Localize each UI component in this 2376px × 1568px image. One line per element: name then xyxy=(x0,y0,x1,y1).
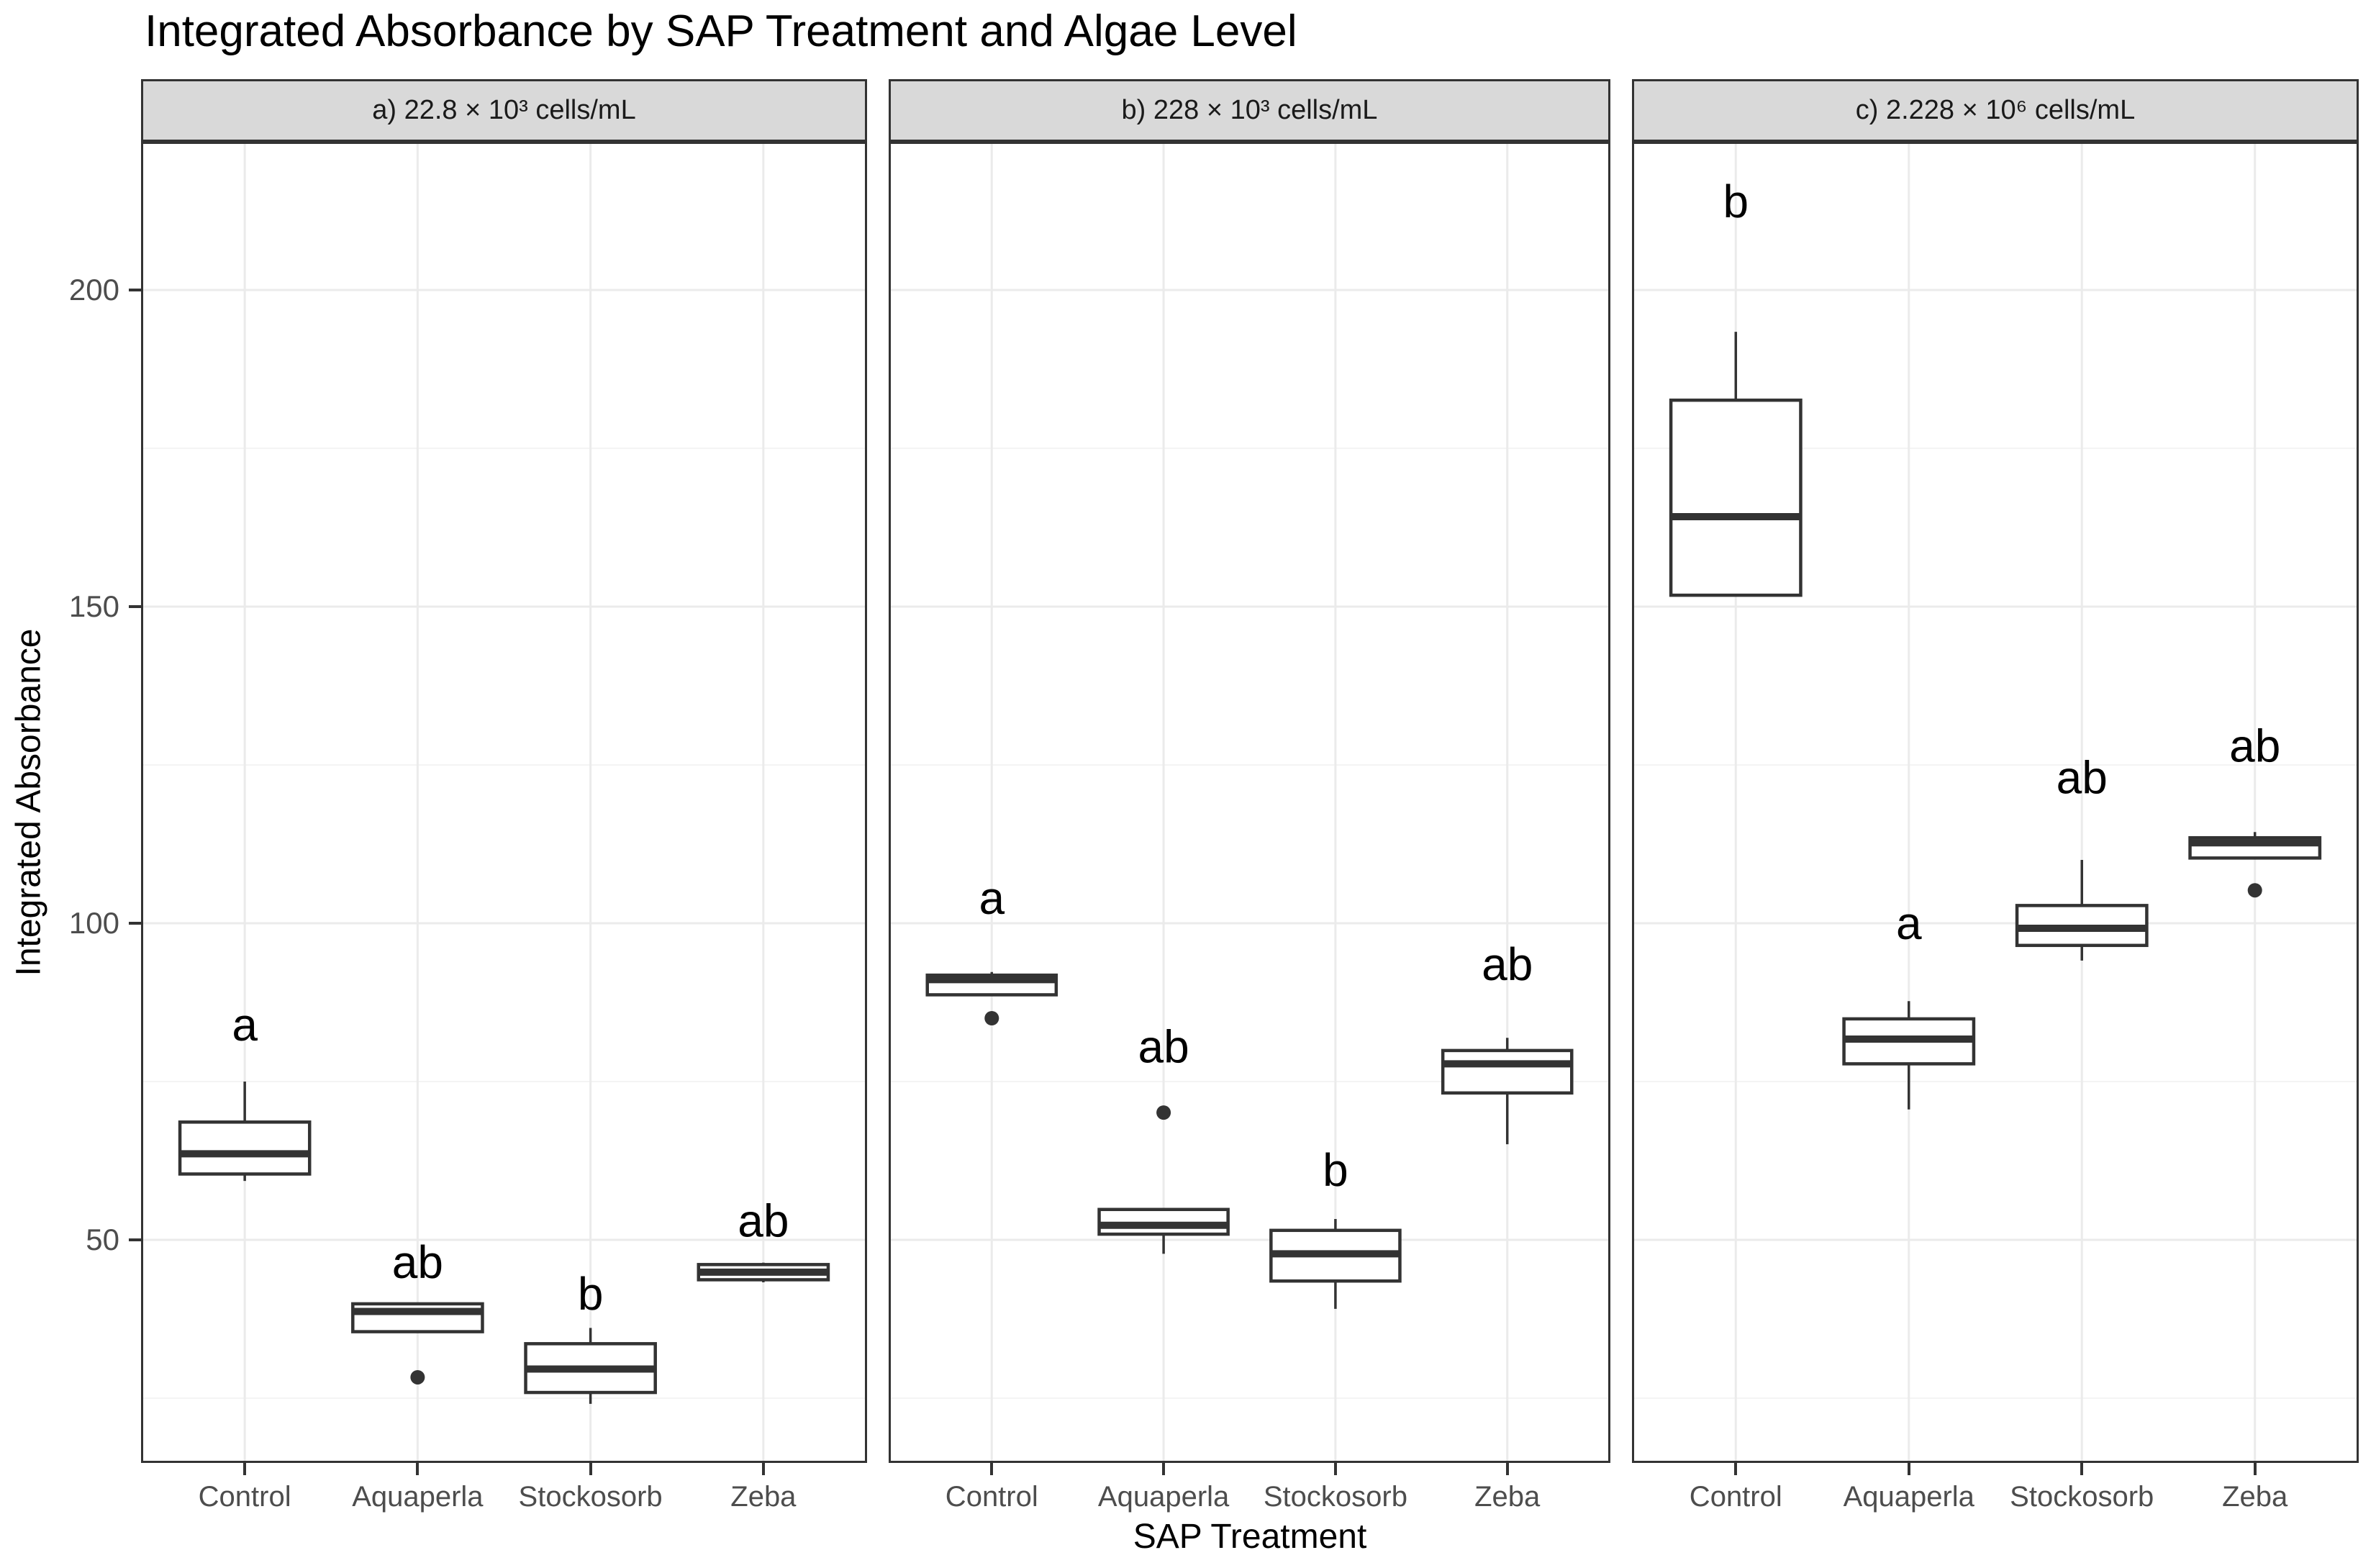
x-axis-title: SAP Treatment xyxy=(1133,1518,1367,1556)
significance-letter: b xyxy=(1723,176,1749,227)
significance-letter: ab xyxy=(1482,938,1533,990)
facet-panel: a ab b ab xyxy=(889,142,1610,1463)
boxplot-stockosorb: b xyxy=(524,1268,657,1404)
significance-letter: ab xyxy=(1138,1021,1189,1073)
y-tick-label: 150 xyxy=(68,589,119,623)
plot-title: Integrated Absorbance by SAP Treatment a… xyxy=(145,6,1297,56)
outlier-point xyxy=(2247,883,2262,898)
boxplot-control: b xyxy=(1669,176,1803,597)
significance-letter: b xyxy=(1323,1144,1348,1196)
y-tick-mark xyxy=(129,922,141,925)
boxplot-zeba: ab xyxy=(1441,938,1574,1145)
facet-panel: b a ab ab xyxy=(1632,142,2359,1463)
outlier-point xyxy=(984,1011,999,1025)
x-tick-mark xyxy=(990,1463,994,1475)
x-tick-label: Zeba xyxy=(1474,1481,1541,1513)
boxplot-aquaperla: a xyxy=(1842,897,1976,1110)
x-tick-mark xyxy=(1333,1463,1337,1475)
x-tick-label: Control xyxy=(945,1481,1038,1513)
y-tick-mark xyxy=(129,289,141,291)
x-tick-mark xyxy=(1907,1463,1910,1475)
x-tick-label: Stockosorb xyxy=(2010,1481,2154,1513)
boxplot-aquaperla: ab xyxy=(351,1236,484,1385)
significance-letter: b xyxy=(578,1268,604,1320)
facet-strip: c) 2.228 × 10⁶ cells/mL xyxy=(1632,79,2359,142)
x-tick-label: Aquaperla xyxy=(1097,1481,1230,1513)
y-tick-label: 50 xyxy=(86,1223,119,1256)
boxplot-box xyxy=(178,1120,312,1176)
y-tick-mark xyxy=(129,1238,141,1241)
y-tick-label: 200 xyxy=(68,273,119,307)
x-tick-label: Stockosorb xyxy=(518,1481,663,1513)
x-tick-label: Zeba xyxy=(730,1481,797,1513)
x-tick-mark xyxy=(2080,1463,2084,1475)
facet-strip: b) 228 × 10³ cells/mL xyxy=(889,79,1610,142)
x-tick-label: Control xyxy=(1689,1481,1782,1513)
x-tick-mark xyxy=(1505,1463,1509,1475)
boxplot-control: a xyxy=(178,999,312,1182)
significance-letter: ab xyxy=(2057,752,2108,804)
facet-strip-label: a) 22.8 × 10³ cells/mL xyxy=(372,95,636,125)
x-tick-label: Aquaperla xyxy=(1843,1481,1974,1513)
significance-letter: a xyxy=(232,999,258,1051)
x-tick-mark xyxy=(2253,1463,2257,1475)
boxplot-box xyxy=(1669,398,1803,597)
boxplot-zeba: ab xyxy=(2188,720,2322,898)
significance-letter: ab xyxy=(738,1195,789,1247)
facet-panel: a ab b ab xyxy=(141,142,867,1463)
x-tick-mark xyxy=(243,1463,247,1475)
facet-strip: a) 22.8 × 10³ cells/mL xyxy=(141,79,867,142)
outlier-point xyxy=(410,1369,425,1385)
boxplot-stockosorb: ab xyxy=(2015,752,2149,961)
boxplot-aquaperla: ab xyxy=(1097,1021,1230,1254)
y-tick-mark xyxy=(129,605,141,608)
boxplot-stockosorb: b xyxy=(1269,1144,1402,1309)
y-tick-label: 100 xyxy=(68,906,119,940)
significance-letter: a xyxy=(979,872,1005,924)
facet-strip-label: c) 2.228 × 10⁶ cells/mL xyxy=(1855,95,2136,125)
x-tick-mark xyxy=(589,1463,592,1475)
facet-strip-label: b) 228 × 10³ cells/mL xyxy=(1121,95,1378,125)
boxplot-zeba: ab xyxy=(697,1195,830,1282)
significance-letter: a xyxy=(1896,897,1922,949)
x-tick-mark xyxy=(1162,1463,1166,1475)
x-tick-mark xyxy=(416,1463,420,1475)
x-tick-label: Aquaperla xyxy=(352,1481,484,1513)
boxplot-box xyxy=(1441,1048,1574,1095)
boxplot-control: a xyxy=(925,872,1058,1025)
significance-letter: ab xyxy=(392,1236,443,1288)
x-tick-label: Zeba xyxy=(2222,1481,2288,1513)
outlier-point xyxy=(1156,1105,1171,1120)
x-tick-mark xyxy=(1734,1463,1738,1475)
x-tick-mark xyxy=(761,1463,765,1475)
x-tick-label: Control xyxy=(198,1481,291,1513)
x-tick-label: Stockosorb xyxy=(1263,1481,1407,1513)
significance-letter: ab xyxy=(2229,720,2280,772)
